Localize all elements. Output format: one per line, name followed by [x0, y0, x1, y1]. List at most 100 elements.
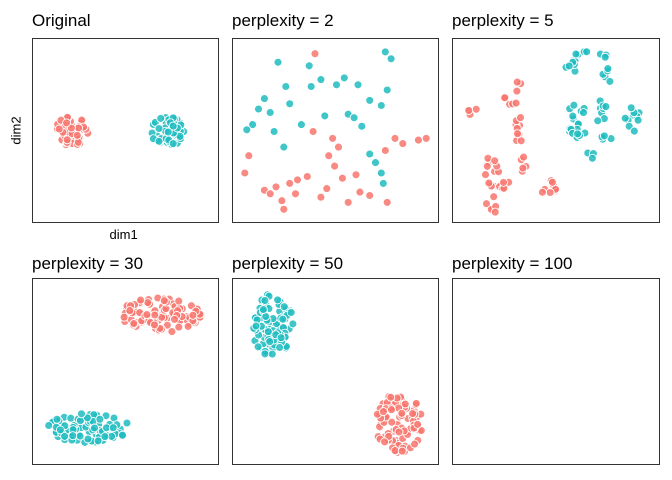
scatter-plot-area — [44, 293, 206, 447]
data-point — [95, 414, 105, 424]
data-point — [72, 130, 82, 140]
data-point — [293, 175, 302, 185]
data-point — [337, 173, 347, 183]
data-point — [55, 425, 65, 435]
data-point — [330, 161, 340, 171]
data-point — [626, 103, 636, 113]
data-point — [537, 187, 547, 197]
data-point — [512, 86, 522, 96]
data-point — [518, 163, 528, 173]
data-point — [278, 314, 288, 324]
data-point — [387, 417, 397, 427]
data-point — [568, 111, 578, 121]
data-point — [481, 170, 490, 180]
panel-title: perplexity = 5 — [452, 11, 554, 30]
data-point — [629, 126, 639, 136]
data-point — [154, 136, 164, 146]
data-point — [398, 139, 408, 149]
series-group_b — [44, 409, 132, 447]
scatter-panel — [452, 278, 660, 465]
data-point — [129, 319, 139, 328]
data-point — [489, 192, 499, 202]
data-point — [471, 104, 481, 114]
data-point — [421, 133, 431, 143]
data-point — [332, 80, 341, 90]
data-point — [357, 121, 367, 131]
data-point — [490, 156, 500, 166]
data-point — [411, 398, 421, 408]
data-point — [482, 199, 491, 209]
data-point — [380, 437, 390, 447]
data-point — [394, 427, 404, 437]
data-point — [339, 73, 349, 83]
data-point — [188, 310, 198, 320]
data-point — [183, 321, 193, 331]
data-point — [62, 135, 72, 145]
data-point — [68, 431, 78, 441]
panel-title: perplexity = 30 — [32, 254, 144, 273]
series-group_b — [147, 113, 189, 149]
data-point — [334, 142, 343, 152]
data-point — [316, 75, 326, 85]
panel-title: Original — [32, 11, 91, 30]
series-group_b — [249, 290, 298, 359]
data-point — [382, 197, 392, 207]
data-point — [351, 170, 361, 180]
data-point — [306, 82, 316, 91]
data-point — [260, 296, 270, 305]
series-group_a — [52, 112, 93, 150]
data-point — [328, 133, 338, 143]
data-point — [371, 158, 380, 168]
data-point — [248, 120, 258, 130]
data-point — [156, 113, 166, 123]
data-point — [490, 207, 500, 217]
data-point — [122, 418, 132, 428]
data-point — [413, 135, 423, 145]
data-point — [579, 108, 588, 118]
data-point — [343, 197, 353, 207]
data-point — [545, 188, 555, 197]
data-point — [159, 296, 169, 306]
data-point — [285, 178, 295, 188]
series-group_a — [372, 392, 426, 458]
data-point — [386, 54, 396, 64]
data-point — [275, 343, 285, 352]
data-point — [482, 161, 492, 171]
data-point — [100, 432, 110, 442]
scatter-plot-area — [463, 47, 644, 217]
data-point — [163, 127, 173, 137]
data-point — [620, 113, 630, 123]
x-axis-label: dim1 — [109, 227, 138, 242]
data-point — [413, 419, 423, 429]
data-point — [353, 80, 363, 90]
data-point — [276, 333, 286, 343]
data-point — [378, 178, 388, 188]
data-point — [601, 102, 611, 112]
panel-title: perplexity = 100 — [452, 254, 573, 273]
data-point — [277, 196, 287, 206]
data-point — [365, 95, 375, 105]
scatter-plot-area — [240, 47, 431, 214]
data-point — [316, 192, 326, 202]
data-point — [90, 423, 99, 433]
data-point — [83, 434, 93, 444]
data-point — [170, 314, 179, 324]
data-point — [390, 133, 400, 143]
data-point — [265, 337, 275, 347]
data-point — [365, 191, 375, 200]
data-point — [251, 321, 261, 331]
scatter-panel — [452, 38, 660, 223]
data-point — [511, 98, 521, 108]
data-point — [378, 407, 388, 417]
data-point — [516, 113, 525, 123]
data-point — [365, 149, 375, 159]
data-point — [582, 47, 592, 57]
data-point — [271, 182, 281, 192]
data-point — [512, 77, 522, 87]
data-point — [258, 305, 268, 314]
data-point — [125, 306, 135, 316]
data-point — [242, 125, 252, 135]
data-point — [254, 104, 263, 114]
data-point — [324, 151, 334, 161]
